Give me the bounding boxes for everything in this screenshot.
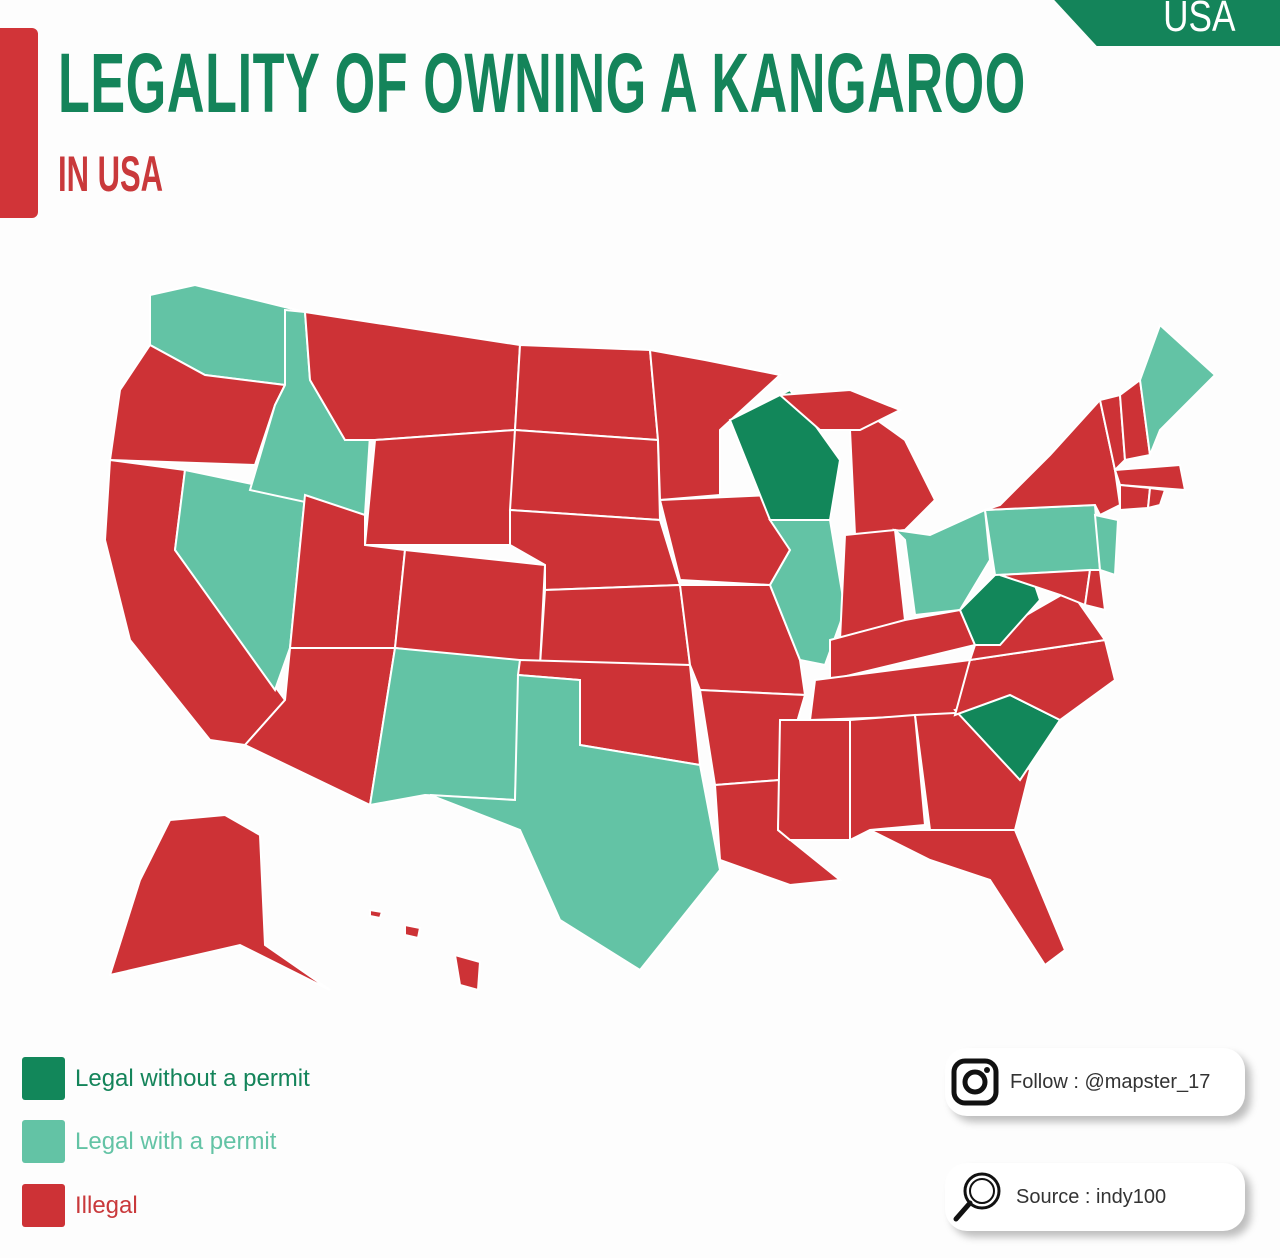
badge-text: USA — [1162, 0, 1235, 41]
source-text: Source : indy100 — [1016, 1185, 1167, 1208]
state-wy — [363, 428, 517, 546]
state-mn — [648, 348, 783, 502]
state-nd — [513, 343, 660, 442]
instagram-icon — [951, 1058, 999, 1106]
state-mt — [303, 310, 522, 441]
state-hi — [404, 923, 422, 940]
accent-bar — [0, 28, 38, 218]
state-or — [108, 343, 287, 467]
legend-item-illegal: Illegal — [22, 1184, 138, 1227]
state-co — [393, 548, 547, 667]
page-title: LEGALITY OF OWNING A KANGAROO — [58, 36, 1026, 130]
legend-label: Illegal — [75, 1191, 138, 1219]
state-oh — [892, 508, 992, 617]
state-sd — [508, 428, 662, 522]
state-me — [1138, 323, 1217, 459]
state-tx — [429, 673, 722, 972]
state-hi — [453, 953, 482, 992]
legend-swatch — [22, 1057, 65, 1100]
state-ks — [538, 583, 692, 666]
follow-card[interactable]: Follow : @mapster_17 — [945, 1048, 1245, 1116]
state-ri — [1146, 486, 1167, 510]
state-ak — [108, 813, 331, 991]
legend-swatch — [22, 1120, 65, 1163]
state-ma — [1113, 463, 1187, 492]
state-de — [1083, 569, 1107, 612]
state-ct — [1119, 483, 1152, 512]
follow-text: Follow : @mapster_17 — [1010, 1070, 1211, 1093]
state-mi — [848, 413, 937, 537]
state-ny — [984, 397, 1122, 517]
state-mi — [777, 388, 903, 431]
state-hi — [369, 908, 384, 920]
state-fl — [869, 829, 1067, 967]
legend-item-legal-without-permit: Legal without a permit — [22, 1057, 310, 1100]
source-card: Source : indy100 — [945, 1163, 1245, 1231]
legend-item-legal-with-permit: Legal with a permit — [22, 1120, 276, 1163]
legend-swatch — [22, 1184, 65, 1227]
state-nm — [368, 646, 522, 807]
state-ms — [776, 719, 851, 841]
state-az — [243, 647, 397, 807]
state-pa — [983, 503, 1102, 577]
legend-label: Legal with a permit — [75, 1127, 277, 1155]
globe-search-icon — [953, 1172, 1001, 1222]
legend-label: Legal without a permit — [75, 1064, 310, 1092]
page-subtitle: IN USA — [58, 146, 164, 202]
state-nj — [1093, 513, 1120, 577]
state-il — [768, 519, 847, 667]
state-al — [849, 713, 927, 842]
